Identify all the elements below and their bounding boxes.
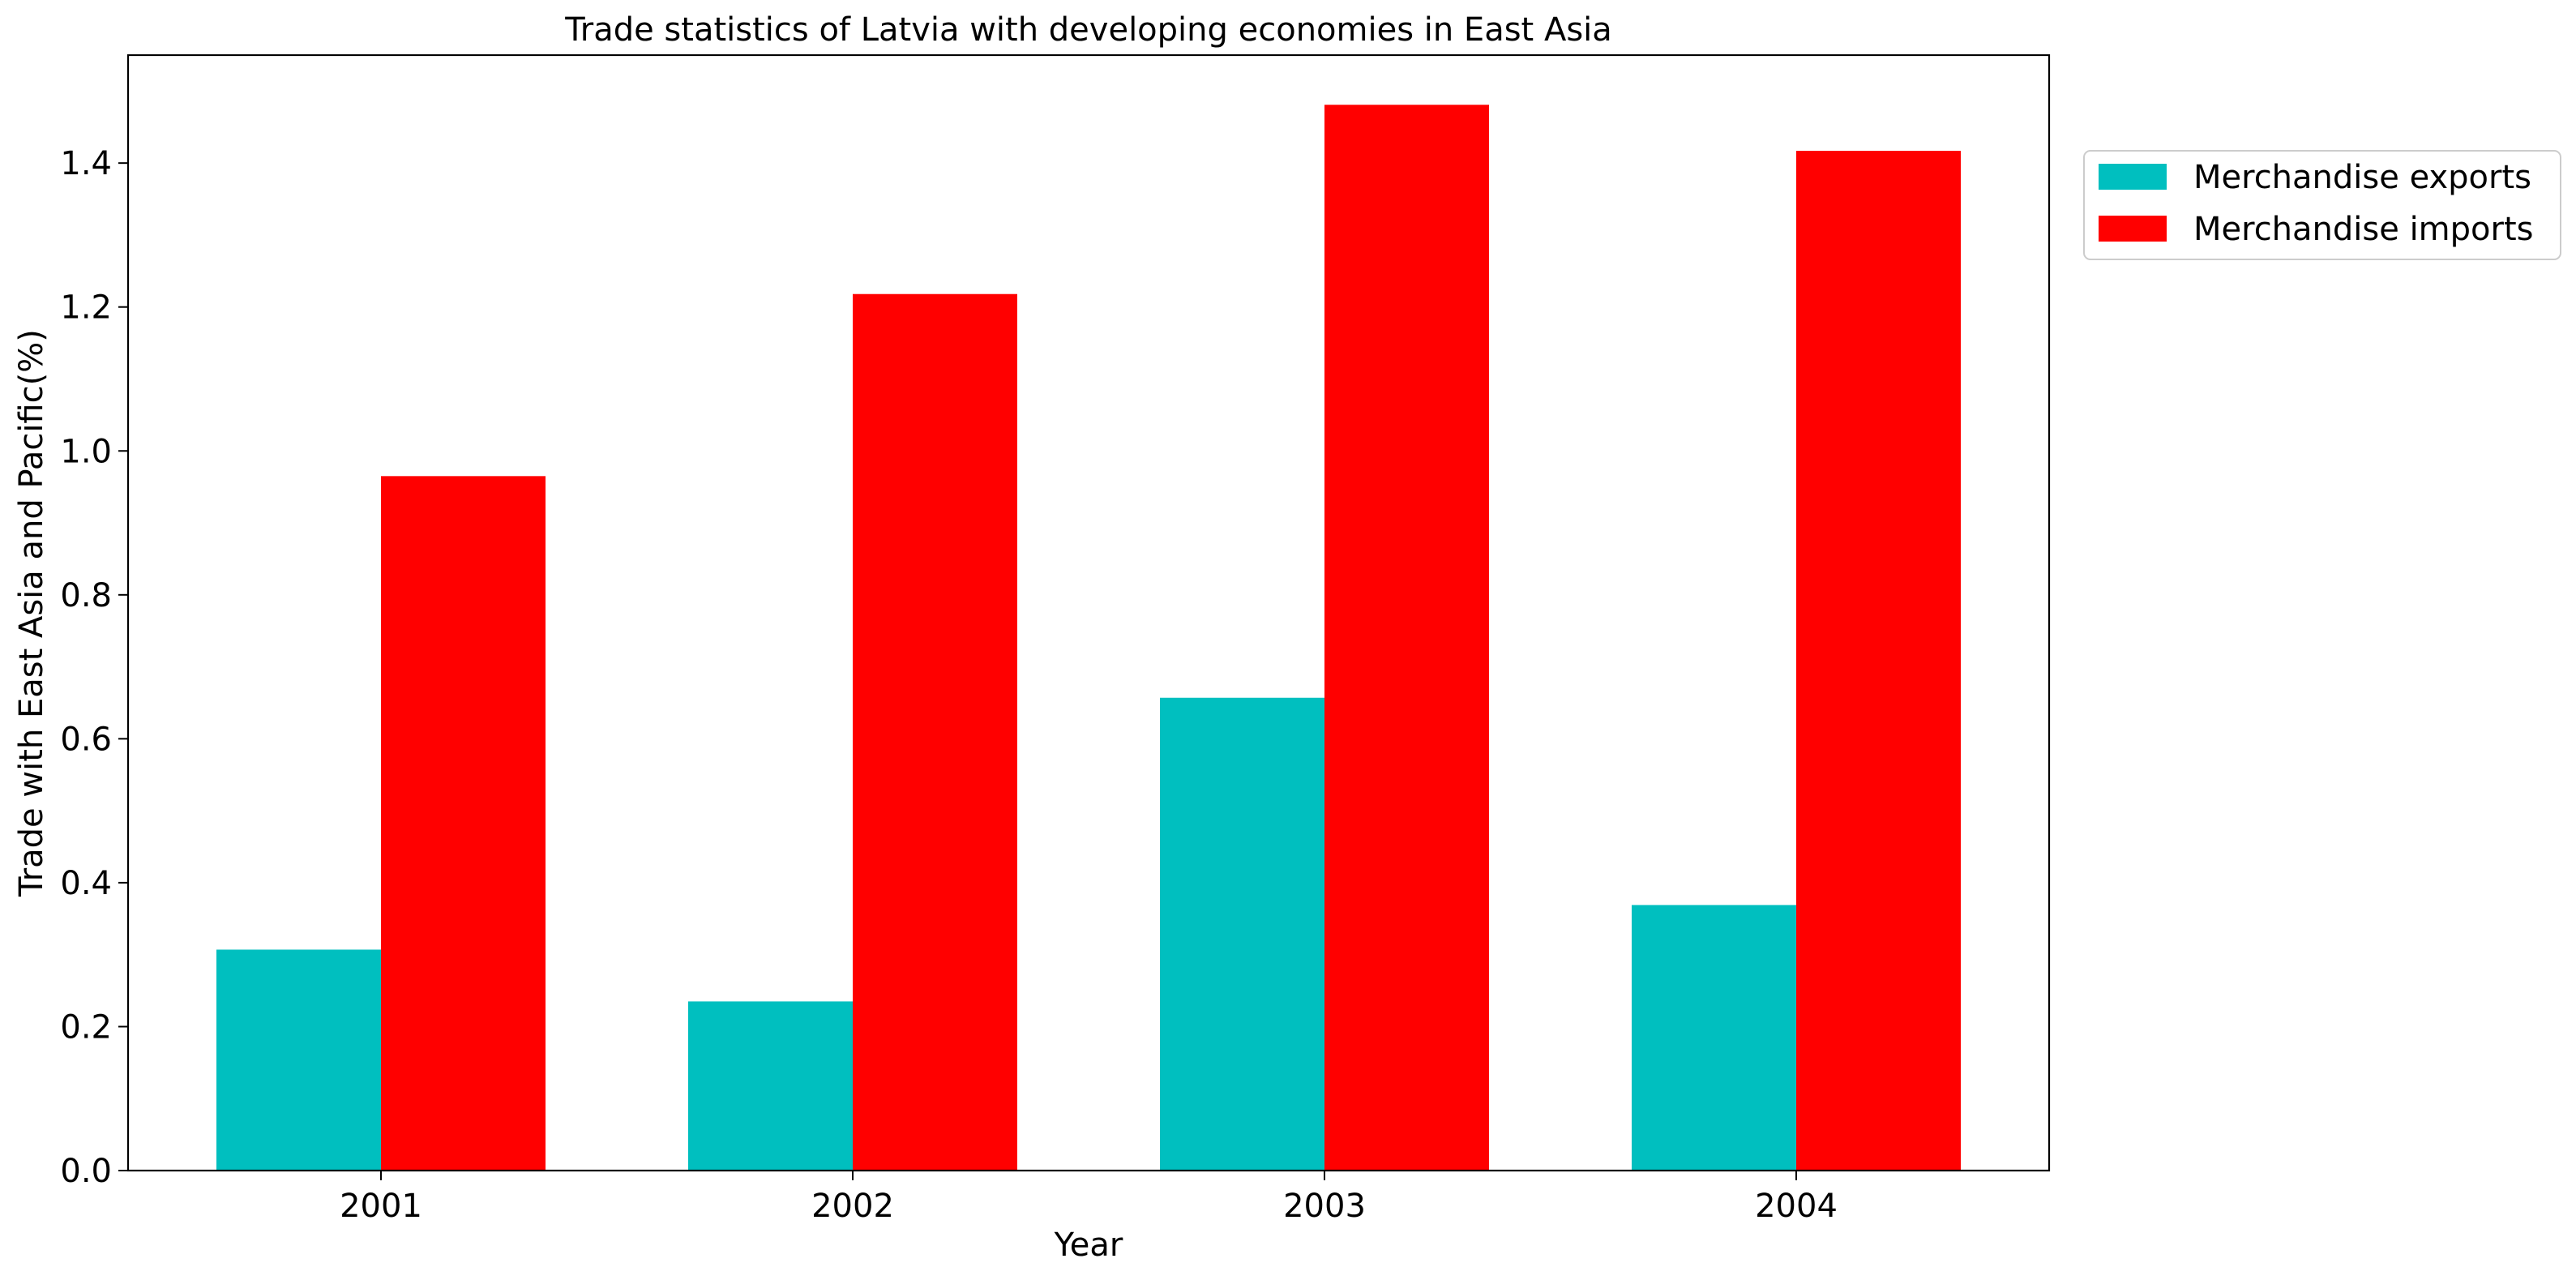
y-tick-label: 0.2 — [60, 1008, 112, 1046]
y-tick-label: 1.2 — [60, 289, 112, 327]
x-tick-label: 2001 — [340, 1188, 422, 1225]
x-tick-label: 2003 — [1283, 1188, 1366, 1225]
y-axis-label: Trade with East Asia and Pacific(%) — [13, 329, 50, 897]
x-axis-ticks: 2001 2002 2003 2004 — [340, 1171, 1838, 1225]
plot-area-frame — [126, 54, 2051, 1172]
legend-frame — [2083, 150, 2561, 260]
bar-exports-2001 — [216, 949, 381, 1171]
bar-imports-2002 — [853, 293, 1017, 1171]
x-axis-label: Year — [1054, 1226, 1123, 1264]
legend: Merchandise exports Merchandise imports — [2083, 150, 2561, 260]
y-tick-label: 0.8 — [60, 577, 112, 614]
legend-label-imports: Merchandise imports — [2193, 211, 2533, 248]
x-tick-label: 2004 — [1755, 1188, 1838, 1225]
y-tick-label: 1.0 — [60, 433, 112, 470]
bar-imports-2003 — [1324, 105, 1489, 1171]
y-tick-label: 1.4 — [60, 145, 112, 182]
y-tick-label: 0.4 — [60, 865, 112, 902]
bar-exports-2002 — [688, 1001, 853, 1171]
chart-title: Trade statistics of Latvia with developi… — [564, 11, 1612, 49]
bar-imports-2001 — [381, 476, 546, 1171]
legend-swatch-imports — [2099, 216, 2167, 242]
bar-exports-2004 — [1632, 905, 1796, 1171]
bars-group — [216, 105, 1961, 1171]
bar-imports-2004 — [1796, 151, 1961, 1171]
bar-exports-2003 — [1160, 697, 1324, 1171]
x-tick-label: 2002 — [811, 1188, 894, 1225]
y-tick-label: 0.6 — [60, 721, 112, 758]
y-tick-label: 0.0 — [60, 1153, 112, 1190]
legend-swatch-exports — [2099, 164, 2167, 190]
legend-label-exports: Merchandise exports — [2193, 159, 2531, 196]
y-axis-ticks: 0.0 0.2 0.4 0.6 0.8 1.0 1.2 1.4 — [60, 145, 128, 1190]
